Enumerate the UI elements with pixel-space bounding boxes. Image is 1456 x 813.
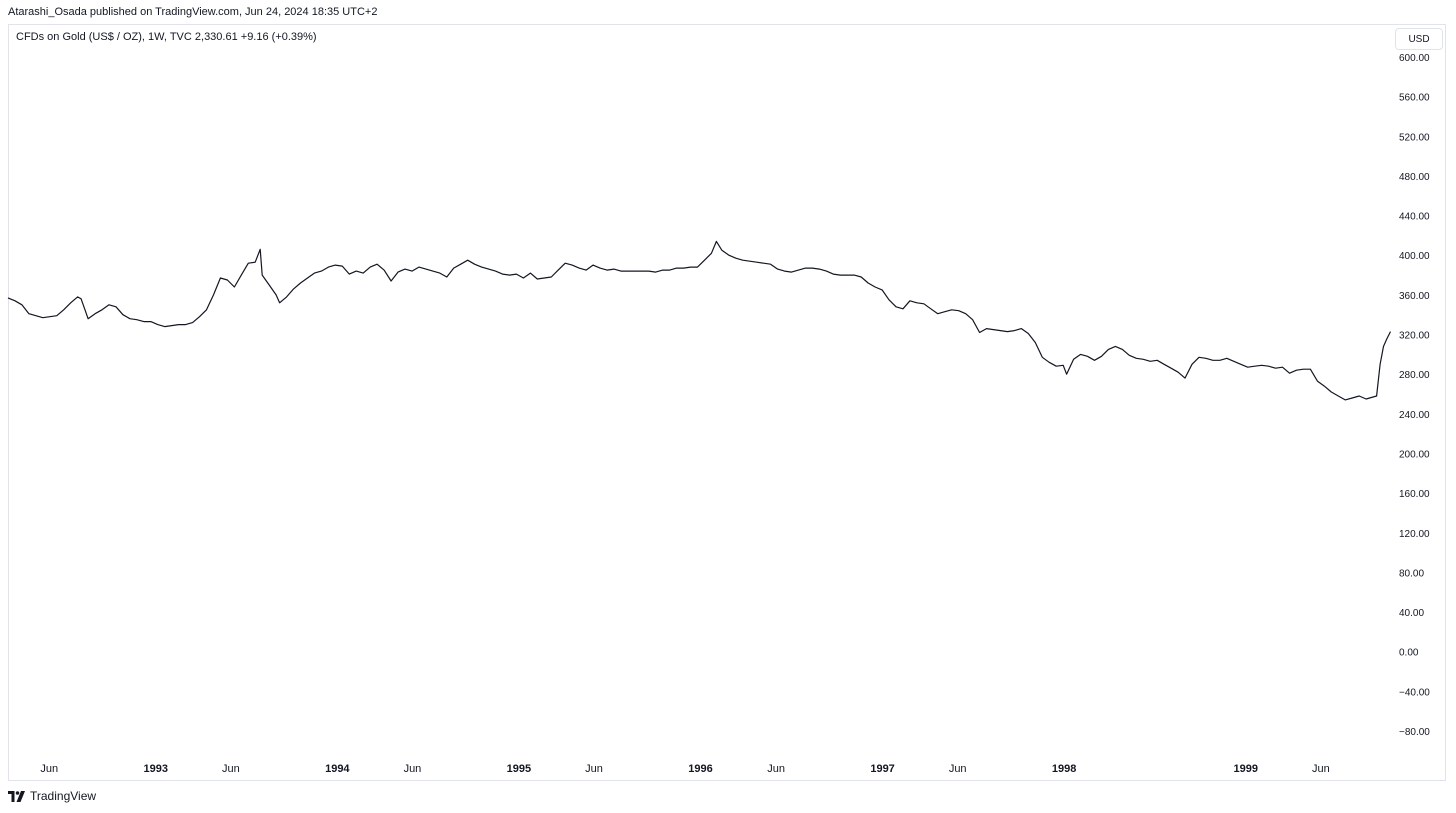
x-axis-tick-label: 1995 [507, 763, 531, 775]
x-axis-tick-label: Jun [949, 763, 967, 775]
y-axis-tick-label: −40.00 [1399, 687, 1430, 698]
x-axis-tick-label: 1993 [144, 763, 168, 775]
y-axis-tick-label: 400.00 [1399, 251, 1430, 262]
y-axis-tick-label: 0.00 [1399, 648, 1419, 659]
y-axis-tick-label: 240.00 [1399, 410, 1430, 421]
currency-button[interactable]: USD [1395, 28, 1443, 50]
y-axis-tick-label: 120.00 [1399, 529, 1430, 540]
y-axis-tick-label: 280.00 [1399, 370, 1430, 381]
y-axis-tick-label: 600.00 [1399, 53, 1430, 64]
x-axis-tick-label: Jun [585, 763, 603, 775]
x-axis-tick-label: Jun [767, 763, 785, 775]
x-axis-tick-label: 1994 [325, 763, 350, 775]
tradingview-brand: TradingView [30, 789, 97, 803]
y-axis-tick-label: 520.00 [1399, 132, 1430, 143]
price-line [7, 240, 1392, 401]
x-axis-tick-label: Jun [222, 763, 240, 775]
x-axis-tick-label: 1999 [1233, 763, 1257, 775]
y-axis-tick-label: −80.00 [1399, 727, 1430, 738]
x-axis-tick-label: Jun [1312, 763, 1330, 775]
chart-frame [8, 24, 1446, 781]
y-axis-tick-label: 440.00 [1399, 212, 1430, 223]
tradingview-logo-icon [8, 790, 26, 802]
x-axis-tick-label: 1997 [870, 763, 894, 775]
x-axis-tick-label: Jun [404, 763, 422, 775]
y-axis-tick-label: 480.00 [1399, 172, 1430, 183]
y-axis-tick-label: 40.00 [1399, 608, 1424, 619]
x-axis-tick-label: 1996 [688, 763, 712, 775]
x-axis-tick-label: Jun [40, 763, 58, 775]
tradingview-footer[interactable]: TradingView [8, 789, 96, 803]
y-axis-tick-label: 360.00 [1399, 291, 1430, 302]
y-axis-tick-label: 160.00 [1399, 489, 1430, 500]
y-axis-tick-label: 80.00 [1399, 568, 1424, 579]
y-axis-tick-label: 320.00 [1399, 331, 1430, 342]
symbol-legend: CFDs on Gold (US$ / OZ), 1W, TVC 2,330.6… [16, 31, 317, 43]
y-axis-tick-label: 200.00 [1399, 449, 1430, 460]
publish-header: Atarashi_Osada published on TradingView.… [8, 6, 378, 18]
x-axis-tick-label: 1998 [1052, 763, 1076, 775]
y-axis-tick-label: 560.00 [1399, 93, 1430, 104]
